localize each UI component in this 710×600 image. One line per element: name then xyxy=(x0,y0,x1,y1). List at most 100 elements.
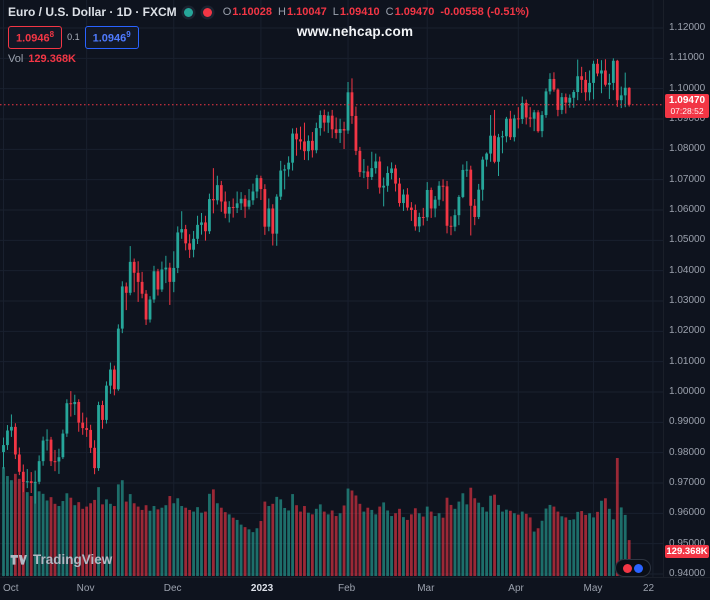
candle-up xyxy=(501,136,504,138)
high-label: H xyxy=(278,6,286,18)
volume-bar xyxy=(453,508,457,576)
low-value: 1.09410 xyxy=(339,6,380,18)
volume-bar xyxy=(116,484,120,576)
candle-up xyxy=(283,169,287,171)
volume-bar xyxy=(619,507,623,576)
volume-bar xyxy=(172,503,176,576)
volume-bar xyxy=(370,509,374,576)
volume-bar xyxy=(227,514,231,576)
price-scale[interactable]: 1.09470 07:28:52 129.368K 1.12000 1.11000… xyxy=(663,0,710,579)
volume-bar xyxy=(429,511,433,576)
candle-up xyxy=(164,267,168,270)
candle-up xyxy=(255,178,259,192)
volume-bar xyxy=(124,501,128,576)
candle-down xyxy=(132,261,136,273)
candle-up xyxy=(116,328,120,390)
volume-bar xyxy=(592,517,595,576)
sell-dot-icon xyxy=(623,563,632,573)
volume-bar xyxy=(255,528,259,576)
volume-bar xyxy=(53,503,57,576)
chart-pane[interactable]: www.nehcap.com Euro / U.S. Dollar · 1D ·… xyxy=(0,0,663,577)
volume-bar xyxy=(536,528,540,576)
volume-bar xyxy=(501,511,504,576)
volume-bar xyxy=(556,511,560,576)
candlestick-chart[interactable] xyxy=(0,0,663,577)
symbol-title[interactable]: Euro / U.S. Dollar · 1D · FXCM xyxy=(8,5,177,19)
volume-bar xyxy=(73,505,77,576)
candle-down xyxy=(13,426,17,455)
candle-down xyxy=(469,169,473,206)
candle-up xyxy=(611,60,615,83)
candle-down xyxy=(358,150,362,173)
candle-down xyxy=(584,79,588,93)
volume-bar xyxy=(57,506,61,576)
volume-bar xyxy=(433,516,437,576)
volume-bar xyxy=(409,514,413,576)
volume-bar xyxy=(89,503,93,576)
volume-bar xyxy=(437,513,441,576)
price-tick-label: 0.94000 xyxy=(669,568,706,579)
time-scale[interactable]: Oct Nov Dec 2023 Feb Mar Apr May 22 xyxy=(0,577,710,600)
volume-bar xyxy=(13,473,17,576)
price-tick-label: 1.08000 xyxy=(669,143,706,155)
candle-down xyxy=(409,207,413,210)
price-tick-label: 1.01000 xyxy=(669,355,706,367)
volume-bar xyxy=(354,495,358,576)
volume-bar xyxy=(552,506,556,576)
candle-up xyxy=(540,115,544,132)
price-tick-label: 1.02000 xyxy=(669,325,706,337)
volume-bar xyxy=(97,487,100,576)
candle-down xyxy=(299,139,302,142)
red-dot-icon[interactable] xyxy=(202,7,212,17)
close-label: C xyxy=(385,6,394,18)
candle-down xyxy=(168,267,172,282)
volume-bar xyxy=(200,512,203,576)
candle-up xyxy=(200,222,203,225)
symbol-legend: Euro / U.S. Dollar · 1D · FXCM O 1.10028 … xyxy=(8,5,529,19)
candle-up xyxy=(362,171,366,173)
candle-up xyxy=(544,91,548,116)
candle-down xyxy=(303,141,306,152)
candle-down xyxy=(445,186,449,226)
candle-down xyxy=(508,118,512,138)
volume-bar xyxy=(473,498,477,576)
volume-label[interactable]: Vol xyxy=(8,53,24,65)
candle-up xyxy=(97,405,100,469)
volume-bar xyxy=(164,505,168,576)
volume-bar xyxy=(362,511,366,576)
buy-button[interactable]: 1.09469 xyxy=(84,26,139,49)
sell-button[interactable]: 1.09468 xyxy=(8,26,63,49)
price-tick-label: 1.12000 xyxy=(669,22,706,33)
volume-bar xyxy=(623,514,627,576)
volume-bar xyxy=(615,458,619,576)
candle-down xyxy=(144,293,148,320)
buy-dot-icon xyxy=(634,563,643,573)
candle-up xyxy=(172,267,176,282)
volume-bar xyxy=(318,504,322,576)
candle-down xyxy=(406,194,409,208)
candle-up xyxy=(41,440,45,462)
candle-up xyxy=(65,403,69,434)
volume-bar xyxy=(81,508,85,576)
candle-up xyxy=(497,137,500,162)
candle-up xyxy=(572,92,576,98)
volume-bar xyxy=(37,491,41,576)
volume-bar xyxy=(493,494,496,576)
volume-bar xyxy=(215,503,219,576)
volume-bar xyxy=(413,508,417,576)
volume-bar xyxy=(588,513,591,576)
candle-down xyxy=(124,286,128,293)
tradingview-logo[interactable]: TradingView xyxy=(10,552,112,567)
candle-up xyxy=(291,133,294,163)
candle-up xyxy=(192,238,195,250)
buy-sell-widget-pill[interactable] xyxy=(615,559,651,577)
volume-bar xyxy=(457,501,461,576)
candle-up xyxy=(152,271,156,300)
green-dot-icon[interactable] xyxy=(183,7,193,17)
volume-bar xyxy=(303,506,306,576)
candle-down xyxy=(81,422,85,429)
candle-up xyxy=(239,198,243,204)
candle-up xyxy=(477,189,481,217)
candle-up xyxy=(314,128,318,151)
volume-bar xyxy=(489,495,492,576)
